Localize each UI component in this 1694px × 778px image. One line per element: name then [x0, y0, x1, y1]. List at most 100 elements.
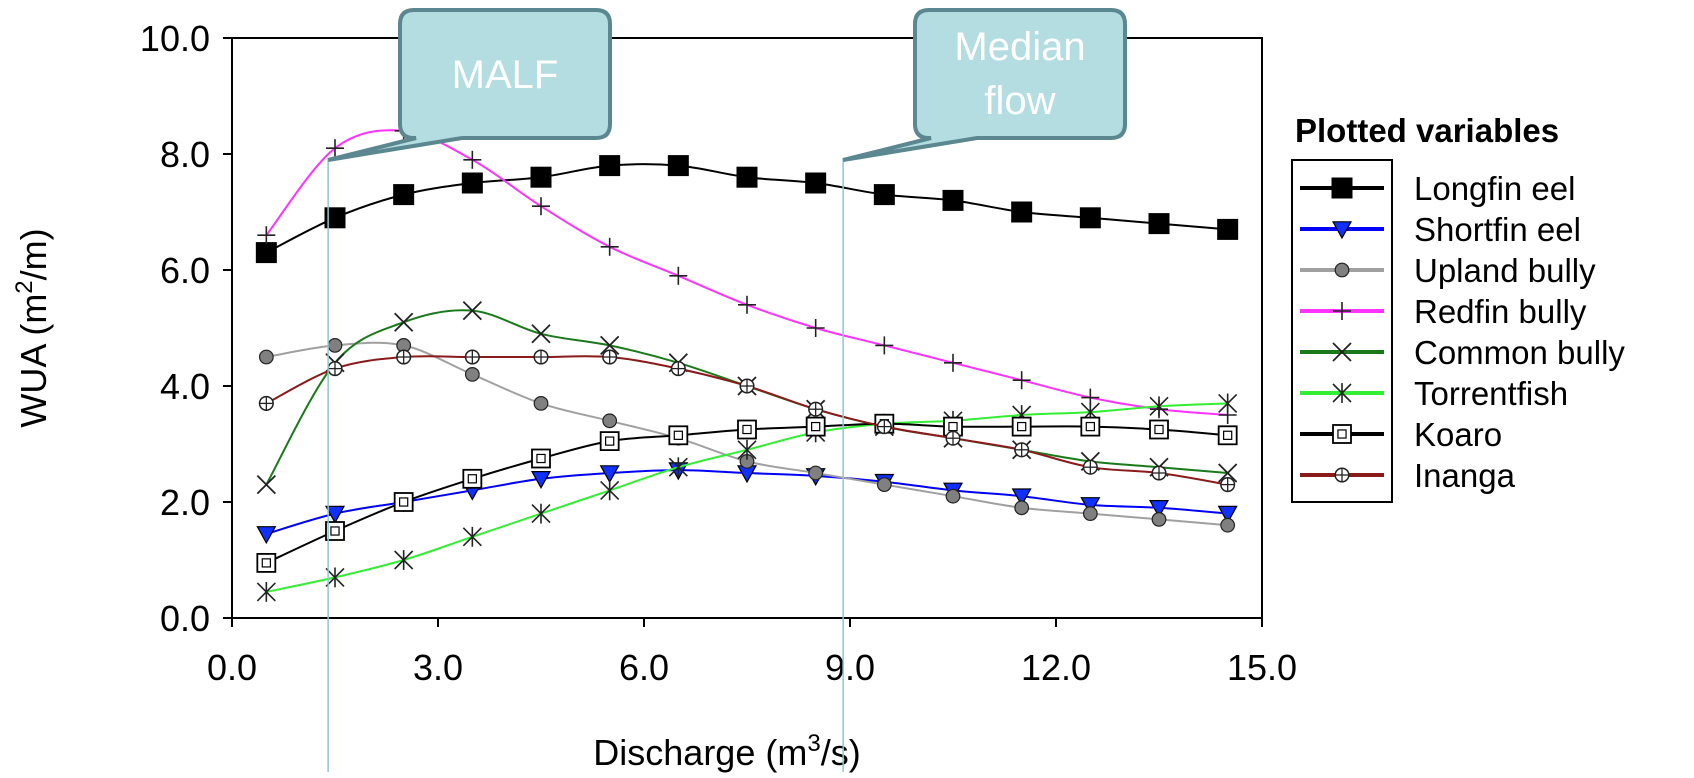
- x-mark-b: [1218, 463, 1238, 483]
- point-longfin-eel: [873, 184, 895, 206]
- point-koaro: [325, 521, 345, 541]
- legend-marker: [1332, 383, 1352, 403]
- x-mark-b: [1332, 342, 1352, 362]
- point-torrentfish: [325, 567, 345, 588]
- sq-inner: [399, 497, 409, 507]
- x-mark-b: [256, 474, 276, 495]
- plot-area: 0.0 3.0 6.0 9.0 12.0 15.0 0.0 2.0 4.0 6.0 8.0 10.0 D…: [11, 18, 1297, 773]
- x-axis-title-part: /s): [821, 732, 861, 773]
- point-longfin-eel: [461, 172, 483, 194]
- point-longfin-eel: [942, 189, 964, 211]
- point-inanga: [327, 361, 343, 377]
- point-shortfin-eel: [324, 505, 346, 524]
- point-redfin-bully: [257, 226, 276, 245]
- y-tick-label: 8.0: [160, 134, 210, 175]
- point-torrentfish: [1218, 393, 1238, 414]
- legend-label: Torrentfish: [1414, 375, 1568, 412]
- legend-marker: [1334, 467, 1350, 483]
- callout-label: Median: [954, 25, 1085, 69]
- sq-inner: [948, 421, 958, 432]
- point-koaro: [1149, 419, 1169, 440]
- point-common-bully: [256, 474, 276, 495]
- point-longfin-eel: [736, 166, 758, 188]
- x-mark-b: [600, 335, 620, 356]
- legend-item-longfin-eel: Longfin eel: [1300, 170, 1575, 207]
- x-tick-label: 6.0: [619, 647, 669, 688]
- legend-item-inanga: Inanga: [1300, 457, 1516, 494]
- point-torrentfish: [256, 582, 276, 602]
- point-longfin-eel: [393, 184, 415, 206]
- x-axis-title-sup: 3: [807, 730, 820, 757]
- point-inanga: [808, 401, 824, 417]
- y-tick-label: 0.0: [160, 598, 210, 639]
- sq-inner: [467, 474, 477, 484]
- x-mark-b: [462, 300, 482, 321]
- callout-label: MALF: [452, 53, 559, 97]
- sq-open: [531, 448, 551, 469]
- point-shortfin-eel: [1148, 500, 1170, 519]
- sq-open: [805, 416, 826, 437]
- point-redfin-bully: [463, 150, 482, 169]
- x-tick-label: 3.0: [413, 647, 463, 688]
- sq-inner: [742, 424, 752, 435]
- legend-item-koaro: Koaro: [1300, 416, 1502, 453]
- point-shortfin-eel: [256, 526, 277, 545]
- point-longfin-eel: [324, 207, 346, 229]
- point-common-bully: [531, 324, 551, 344]
- point-upland-bully: [876, 477, 892, 493]
- point-longfin-eel: [1011, 201, 1033, 223]
- plot-frame: [231, 37, 1263, 619]
- point-longfin-eel: [805, 172, 827, 194]
- x-tick-label: 15.0: [1227, 647, 1297, 688]
- callouts: MALF Median flow: [327, 8, 1127, 162]
- point-upland-bully: [1082, 506, 1098, 521]
- point-torrentfish: [462, 526, 482, 547]
- legend-label: Upland bully: [1414, 252, 1596, 289]
- point-upland-bully: [945, 488, 961, 504]
- point-inanga: [258, 395, 274, 411]
- sq-inner: [673, 430, 683, 440]
- legend-item-upland-bully: Upland bully: [1300, 252, 1596, 289]
- y-axis-title-part: /m): [13, 228, 54, 280]
- point-longfin-eel: [599, 155, 621, 177]
- point-koaro: [256, 553, 277, 573]
- legend-label: Common bully: [1414, 334, 1625, 371]
- point-koaro: [737, 419, 757, 440]
- callout-label: flow: [984, 79, 1055, 123]
- legend-label: Longfin eel: [1414, 170, 1575, 207]
- sq-inner: [1085, 421, 1095, 432]
- sq-inner: [1337, 429, 1347, 439]
- legend-label: Redfin bully: [1414, 293, 1587, 330]
- sq-open: [1011, 416, 1032, 437]
- sq-inner: [811, 421, 821, 432]
- point-upland-bully: [258, 349, 274, 365]
- callout: Median flow: [842, 8, 1127, 162]
- point-koaro: [393, 492, 414, 512]
- point-common-bully: [394, 312, 414, 332]
- point-inanga: [1014, 442, 1030, 458]
- point-redfin-bully: [600, 237, 619, 256]
- point-torrentfish: [531, 503, 551, 524]
- y-tick-label: 10.0: [140, 18, 210, 59]
- series-koaro: [256, 413, 1238, 573]
- point-koaro: [1217, 425, 1238, 446]
- point-inanga: [945, 430, 961, 446]
- point-common-bully: [1218, 463, 1238, 483]
- point-koaro: [668, 425, 689, 446]
- series-inanga: [258, 349, 1236, 493]
- legend-marker: [1331, 221, 1353, 240]
- sq-open: [1149, 419, 1169, 440]
- point-koaro: [805, 416, 826, 437]
- legend-item-common-bully: Common bully: [1300, 334, 1625, 371]
- y-axis-title-part: WUA (m: [13, 294, 54, 428]
- point-shortfin-eel: [599, 465, 620, 484]
- point-upland-bully: [1151, 512, 1167, 527]
- point-koaro: [1080, 416, 1101, 437]
- point-upland-bully: [602, 413, 618, 429]
- legend-label: Inanga: [1414, 457, 1516, 494]
- legend-marker: [1334, 262, 1350, 278]
- point-inanga: [464, 349, 480, 365]
- y-tick-label: 2.0: [160, 482, 210, 523]
- point-longfin-eel: [1148, 213, 1170, 235]
